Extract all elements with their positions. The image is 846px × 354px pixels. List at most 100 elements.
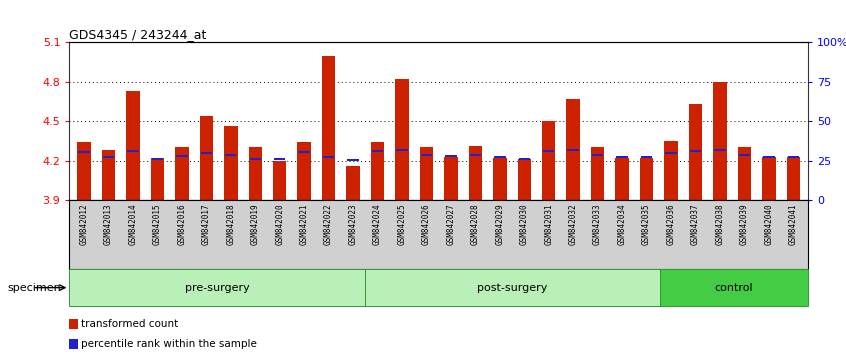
Bar xyxy=(591,148,604,200)
Bar xyxy=(299,151,310,153)
Bar xyxy=(739,154,750,156)
Text: GDS4345 / 243244_at: GDS4345 / 243244_at xyxy=(69,28,206,41)
Bar xyxy=(102,156,114,158)
Text: GSM842014: GSM842014 xyxy=(129,204,137,245)
Bar xyxy=(542,121,556,200)
Text: GSM842028: GSM842028 xyxy=(471,204,480,245)
Text: GSM842024: GSM842024 xyxy=(373,204,382,245)
Bar xyxy=(543,150,554,153)
Bar xyxy=(519,158,530,160)
Text: GSM842013: GSM842013 xyxy=(104,204,113,245)
Bar xyxy=(689,104,702,200)
Bar xyxy=(225,154,237,156)
Text: GSM842031: GSM842031 xyxy=(544,204,553,245)
Bar xyxy=(323,156,334,158)
Bar xyxy=(395,79,409,200)
Text: percentile rank within the sample: percentile rank within the sample xyxy=(80,339,256,349)
Bar xyxy=(348,159,359,161)
Text: GSM842037: GSM842037 xyxy=(691,204,700,245)
Text: control: control xyxy=(715,282,754,293)
Bar xyxy=(371,150,383,153)
Bar xyxy=(396,149,408,151)
Bar xyxy=(79,151,90,153)
Text: transformed count: transformed count xyxy=(80,319,178,329)
Text: GSM842012: GSM842012 xyxy=(80,204,89,245)
Text: GSM842032: GSM842032 xyxy=(569,204,578,245)
Bar xyxy=(615,158,629,200)
Bar xyxy=(714,149,726,151)
Text: GSM842025: GSM842025 xyxy=(398,204,406,245)
Bar xyxy=(200,116,213,200)
Bar xyxy=(346,166,360,200)
Bar xyxy=(127,150,139,153)
Bar xyxy=(660,269,808,306)
Bar xyxy=(69,339,79,349)
Text: GSM842026: GSM842026 xyxy=(422,204,431,245)
Bar xyxy=(176,155,188,157)
Bar xyxy=(201,152,212,154)
Bar xyxy=(617,156,628,158)
Bar xyxy=(102,150,115,200)
Bar xyxy=(321,56,335,200)
Text: GSM842027: GSM842027 xyxy=(447,204,455,245)
Bar xyxy=(689,150,701,153)
Text: GSM842030: GSM842030 xyxy=(519,204,529,245)
Text: GSM842018: GSM842018 xyxy=(226,204,235,245)
Bar xyxy=(69,319,79,329)
Bar xyxy=(470,154,481,156)
Bar xyxy=(640,158,653,200)
Text: GSM842020: GSM842020 xyxy=(275,204,284,245)
Bar xyxy=(250,158,261,160)
Bar xyxy=(151,158,163,160)
Bar xyxy=(568,149,579,151)
Bar xyxy=(371,142,384,200)
Bar xyxy=(273,161,287,200)
Text: GSM842023: GSM842023 xyxy=(349,204,358,245)
Text: GSM842033: GSM842033 xyxy=(593,204,602,245)
Text: GSM842036: GSM842036 xyxy=(667,204,675,245)
Bar xyxy=(665,153,677,154)
Bar xyxy=(151,158,164,200)
Bar xyxy=(763,156,775,158)
Bar xyxy=(444,157,458,200)
Text: post-surgery: post-surgery xyxy=(477,282,547,293)
Bar xyxy=(493,158,507,200)
Bar xyxy=(126,91,140,200)
Bar xyxy=(664,141,678,200)
Text: GSM842016: GSM842016 xyxy=(178,204,186,245)
Text: GSM842038: GSM842038 xyxy=(716,204,724,245)
Bar xyxy=(738,148,751,200)
Bar xyxy=(494,156,506,158)
Bar xyxy=(69,269,365,306)
Bar xyxy=(365,269,660,306)
Bar xyxy=(567,99,580,200)
Bar xyxy=(249,148,262,200)
Bar xyxy=(713,82,727,200)
Bar xyxy=(224,126,238,200)
Text: GSM842034: GSM842034 xyxy=(618,204,627,245)
Text: GSM842041: GSM842041 xyxy=(788,204,798,245)
Text: GSM842015: GSM842015 xyxy=(153,204,162,245)
Bar xyxy=(762,157,776,200)
Text: GSM842019: GSM842019 xyxy=(250,204,260,245)
Bar xyxy=(420,154,432,156)
Text: specimen: specimen xyxy=(7,282,61,293)
Bar xyxy=(274,158,285,160)
Text: GSM842035: GSM842035 xyxy=(642,204,651,245)
Text: GSM842021: GSM842021 xyxy=(299,204,309,245)
Bar xyxy=(469,146,482,200)
Bar xyxy=(77,142,91,200)
Text: GSM842017: GSM842017 xyxy=(202,204,211,245)
Bar xyxy=(640,156,652,158)
Text: GSM842022: GSM842022 xyxy=(324,204,333,245)
Bar xyxy=(788,156,799,158)
Text: GSM842040: GSM842040 xyxy=(764,204,773,245)
Bar xyxy=(298,142,310,200)
Bar xyxy=(445,155,457,157)
Bar xyxy=(420,148,433,200)
Bar xyxy=(787,157,800,200)
Text: pre-surgery: pre-surgery xyxy=(184,282,250,293)
Bar xyxy=(592,154,603,156)
Text: GSM842039: GSM842039 xyxy=(740,204,749,245)
Text: GSM842029: GSM842029 xyxy=(495,204,504,245)
